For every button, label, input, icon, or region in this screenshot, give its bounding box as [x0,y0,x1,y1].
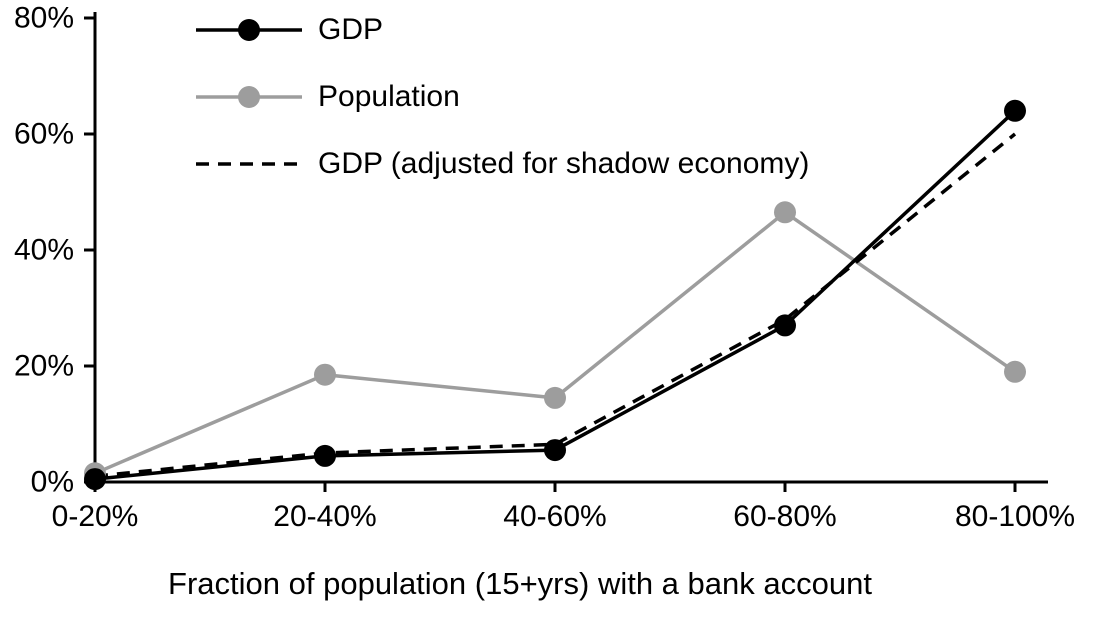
y-tick-label: 80% [14,2,74,35]
series-line-2 [94,132,1017,478]
x-tick-label: 20-40% [273,500,376,533]
y-tick-label: 0% [31,466,74,499]
gdp-adjusted-line-sample [196,142,302,186]
series-marker-0 [1004,99,1026,122]
x-axis-title: Fraction of population (15+yrs) with a b… [168,566,872,601]
x-tick-label: 80-100% [955,500,1075,533]
series-marker-1 [774,201,796,224]
series-marker-0 [84,468,106,491]
series-marker-1 [544,386,566,409]
legend-sample-svg [196,86,302,108]
gdp-line-sample [196,8,302,52]
legend-label-gdp: GDP [318,13,384,46]
legend-label-population: Population [318,80,460,113]
legend: GDP Population GDP (adjusted for shadow … [196,8,809,186]
series-marker-0 [314,444,336,467]
y-tick-label: 20% [14,350,74,383]
legend-item-population: Population [196,75,809,119]
population-line-sample [196,75,302,119]
x-tick-label: 40-60% [503,500,606,533]
series-line-1 [94,210,1016,475]
y-tick-label: 40% [14,234,74,267]
series-marker-1 [1004,360,1026,383]
legend-sample-svg [196,162,302,166]
series-marker-0 [544,439,566,462]
series-marker-1 [314,363,336,386]
legend-label-gdp-adjusted: GDP (adjusted for shadow economy) [318,147,810,180]
x-tick-label: 0-20% [52,500,139,533]
y-tick-label: 60% [14,118,74,151]
legend-item-gdp: GDP [196,8,809,52]
legend-sample-svg [196,19,302,41]
legend-item-gdp-adjusted: GDP (adjusted for shadow economy) [196,142,809,186]
series-marker-0 [774,314,796,337]
x-tick-label: 60-80% [733,500,836,533]
